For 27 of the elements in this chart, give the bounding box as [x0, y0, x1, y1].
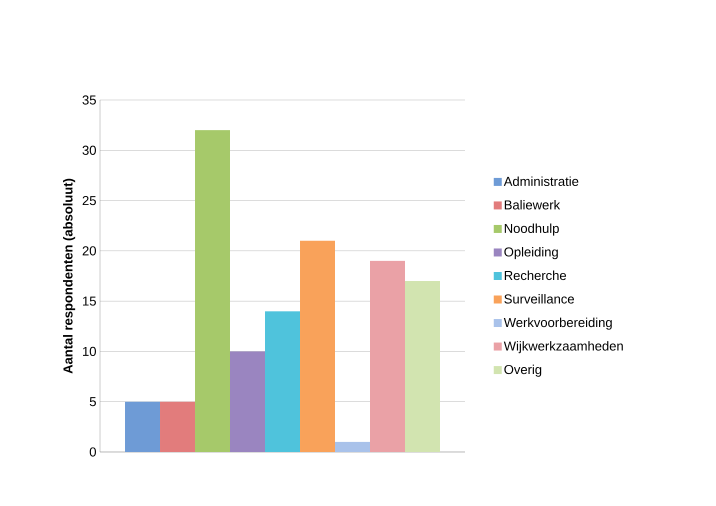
bar — [195, 130, 230, 452]
y-axis-title: Aantal respondenten (absoluut) — [63, 178, 76, 374]
bar — [125, 402, 160, 452]
bar — [265, 311, 300, 452]
legend-label: Noodhulp — [504, 223, 559, 236]
legend-label: Administratie — [504, 176, 578, 186]
y-tick-label: 20 — [82, 246, 96, 256]
y-tick-label: 5 — [90, 397, 96, 406]
y-tick-label: 0 — [90, 447, 96, 457]
y-tick-label: 35 — [82, 95, 96, 105]
legend-label: Overig — [504, 364, 542, 377]
bar — [230, 351, 266, 452]
legend-label: Recherche — [504, 270, 566, 280]
bar — [335, 442, 370, 452]
legend-label: Surveillance — [504, 294, 574, 304]
legend-label: Wijkwerkzaamheden — [504, 341, 623, 354]
y-tick-label: 25 — [82, 196, 96, 206]
legend-label: Opleiding — [504, 247, 558, 260]
legend-label: Werkvoorbereiding — [504, 318, 612, 330]
bar — [160, 402, 196, 452]
bar — [370, 260, 406, 452]
y-tick-label: 30 — [82, 146, 96, 155]
y-tick-label: 10 — [83, 346, 96, 356]
legend-label: Baliewerk — [504, 200, 560, 210]
bar — [405, 281, 440, 452]
y-tick-label: 15 — [83, 296, 96, 306]
bar — [300, 240, 336, 452]
